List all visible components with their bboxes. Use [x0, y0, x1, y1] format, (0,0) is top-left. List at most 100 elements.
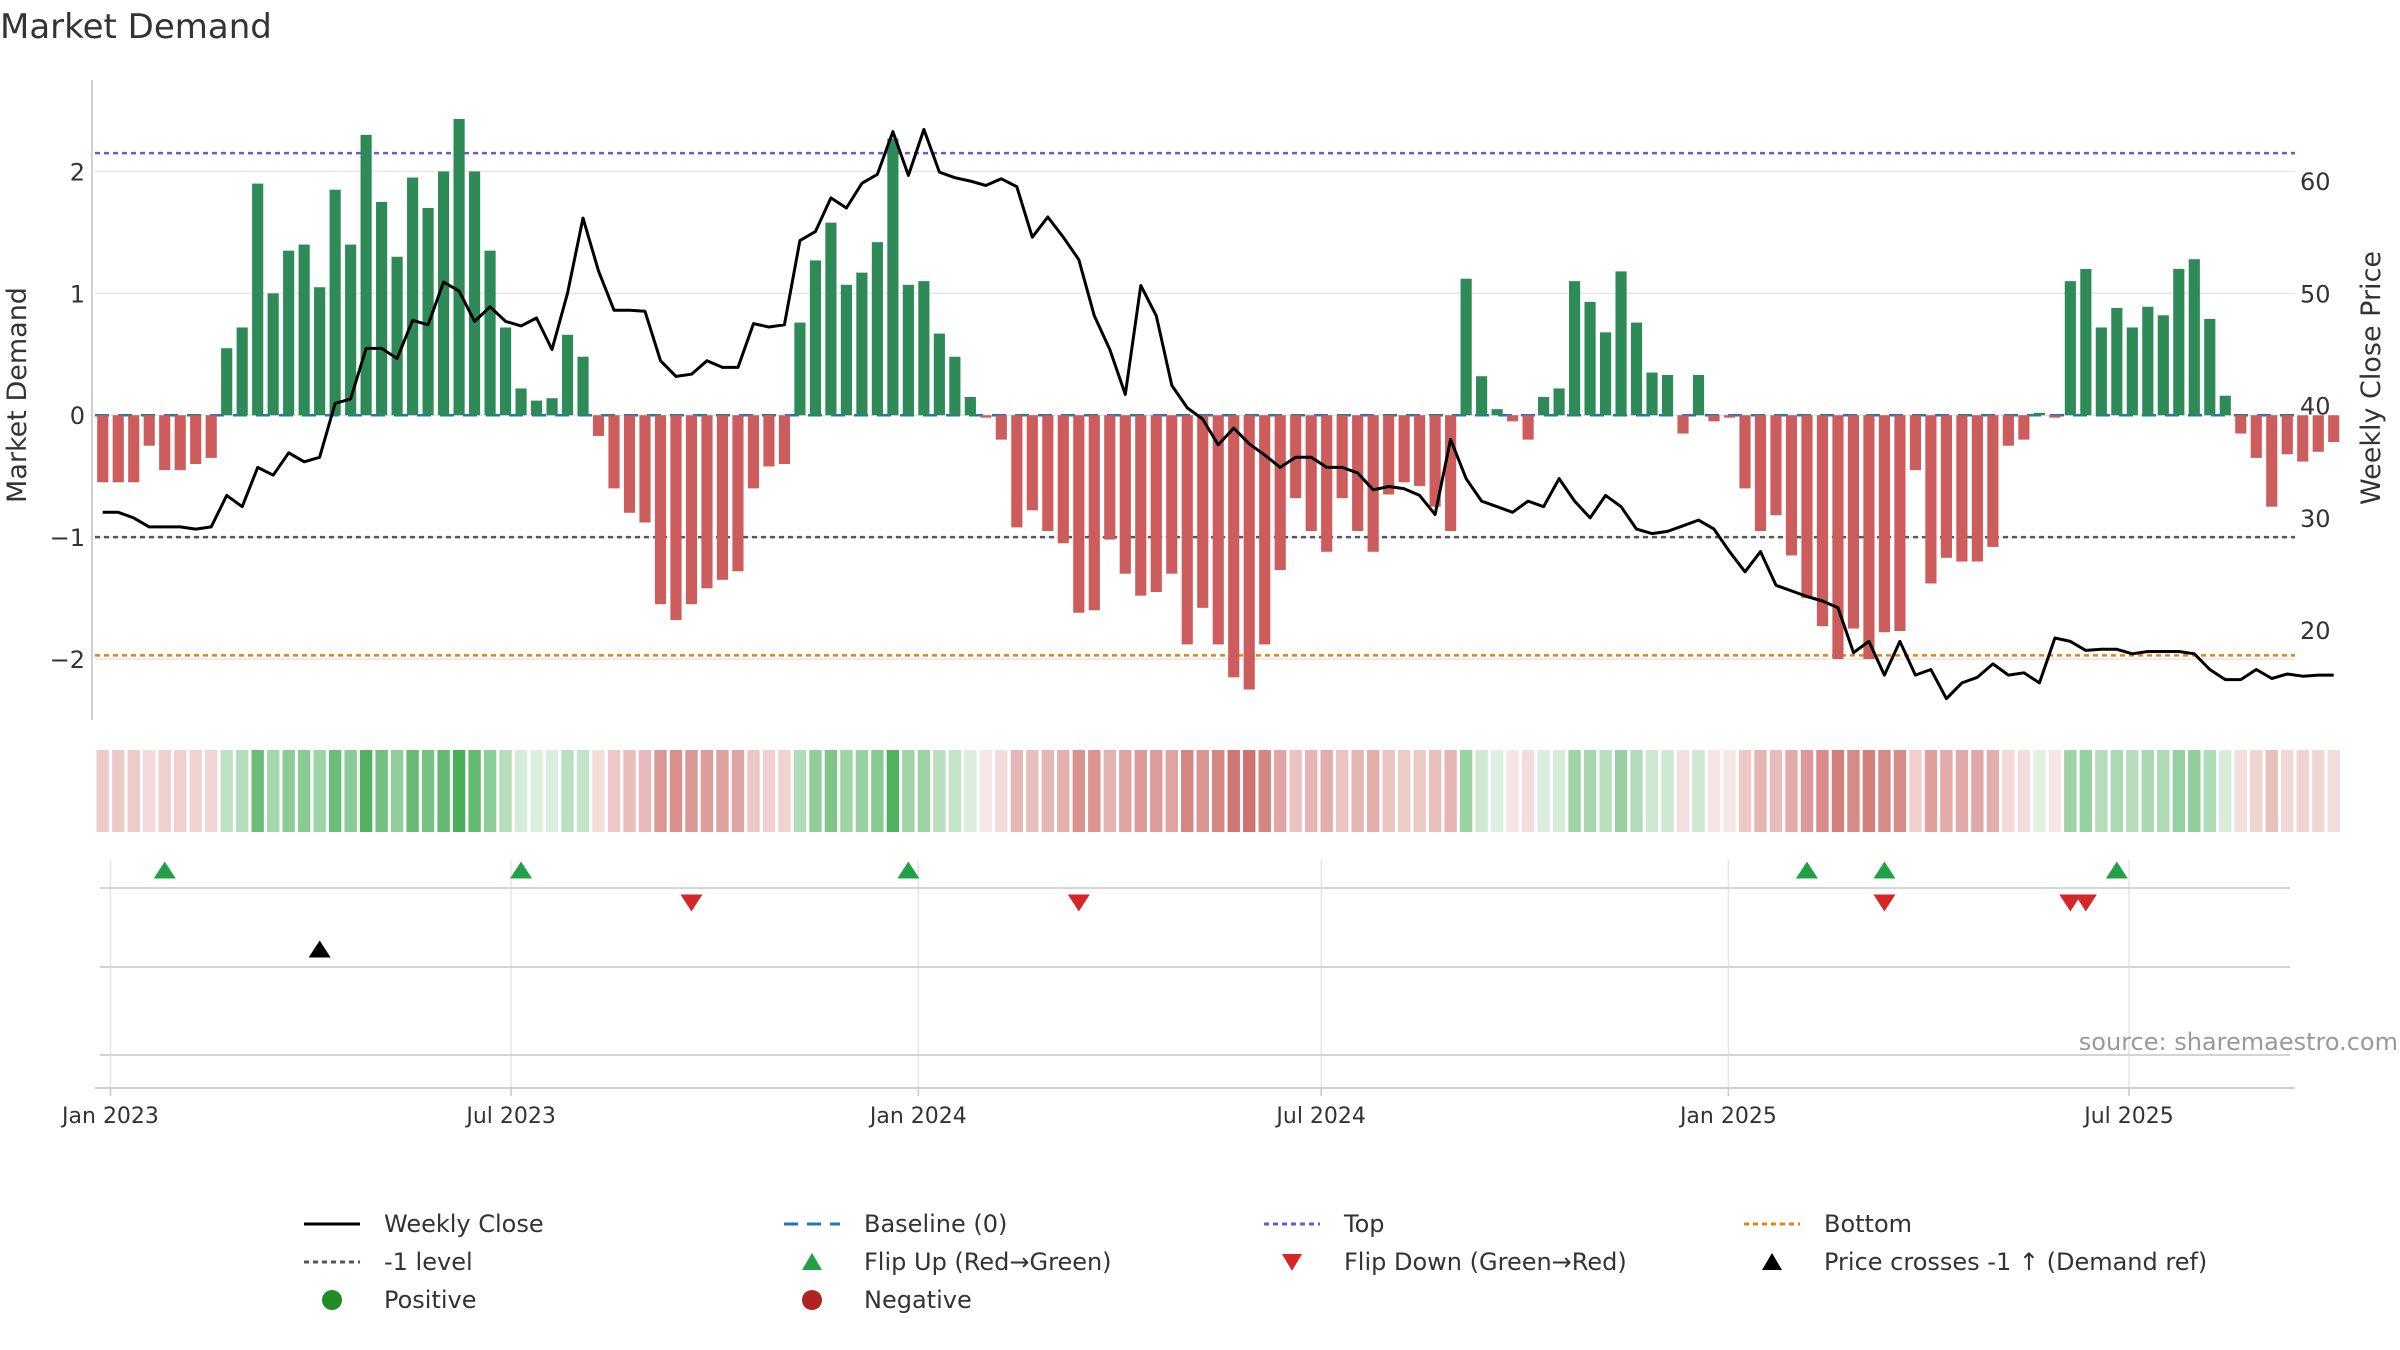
- demand-bar: [1538, 396, 1550, 416]
- demand-bar: [980, 415, 992, 418]
- demand-bar: [2064, 281, 2076, 416]
- heat-cell: [1351, 750, 1364, 832]
- legend-item-baseline: Baseline (0): [780, 1205, 1007, 1243]
- demand-bar: [1135, 415, 1147, 596]
- heat-cell: [1459, 750, 1473, 832]
- heat-cell: [902, 750, 915, 832]
- heat-cell: [452, 750, 466, 832]
- demand-bar: [685, 415, 698, 605]
- legend-item-top: Top: [1260, 1205, 1385, 1243]
- legend-label: Top: [1344, 1210, 1385, 1238]
- demand-bar: [592, 415, 605, 436]
- demand-bar: [1599, 332, 1612, 416]
- heat-cell: [2064, 750, 2077, 832]
- price-cross-marker: [308, 940, 331, 958]
- demand-bar: [1088, 415, 1100, 611]
- demand-bar: [1832, 415, 1844, 660]
- x-tick-label: Jul 2023: [464, 1104, 556, 1129]
- flip-up-marker: [153, 861, 176, 879]
- heat-cell: [1940, 750, 1953, 832]
- heat-cell: [2234, 750, 2247, 832]
- left-axis-label: Market Demand: [2, 287, 33, 503]
- heat-cell: [933, 750, 946, 832]
- heat-cell: [979, 750, 993, 832]
- heat-cell: [2312, 750, 2325, 832]
- heat-cell: [1320, 750, 1333, 832]
- price-cross-legend-icon: [1762, 1253, 1782, 1270]
- demand-bar: [1987, 415, 1999, 547]
- demand-bar: [2033, 412, 2045, 416]
- demand-bar: [128, 415, 140, 483]
- heat-cell: [1971, 750, 1984, 832]
- heat-cell: [1521, 750, 1535, 832]
- demand-bar: [236, 327, 248, 416]
- demand-bar: [902, 284, 914, 416]
- heat-cell: [700, 750, 714, 832]
- heat-cell: [1816, 750, 1829, 832]
- demand-bar: [143, 415, 155, 446]
- demand-bar: [1956, 415, 1968, 562]
- demand-bar: [97, 415, 109, 483]
- heat-cell: [143, 750, 156, 832]
- demand-bar: [2297, 415, 2309, 462]
- demand-bar: [1414, 415, 1426, 486]
- flip-markers: [153, 861, 2128, 958]
- flip-up-marker: [897, 861, 920, 879]
- demand-bar: [794, 322, 806, 416]
- demand-bar: [1801, 415, 1813, 599]
- heat-cell: [1568, 750, 1581, 832]
- minus-one-legend-icon: [304, 1260, 360, 1264]
- demand-bar: [314, 287, 326, 416]
- heat-cell: [2250, 750, 2263, 832]
- demand-bar: [484, 250, 496, 416]
- heat-cell: [2327, 750, 2340, 832]
- demand-bar: [422, 208, 434, 416]
- demand-bar: [639, 415, 651, 523]
- x-tick-label: Jul 2024: [1274, 1104, 1366, 1129]
- demand-bar: [2250, 415, 2262, 458]
- heat-cell: [282, 750, 295, 832]
- demand-bar: [376, 201, 388, 416]
- demand-bar: [499, 327, 512, 416]
- x-tick-label: Jan 2023: [60, 1104, 159, 1129]
- heat-cell: [2296, 750, 2309, 832]
- demand-bar: [2095, 327, 2107, 416]
- demand-bar: [608, 415, 620, 489]
- heat-cell: [1366, 750, 1380, 832]
- demand-bar: [1677, 415, 1689, 434]
- heat-cell: [1909, 750, 1922, 832]
- flip-down-marker: [2059, 894, 2082, 912]
- heat-cell: [1413, 750, 1426, 832]
- demand-bar: [2235, 415, 2247, 434]
- heat-cell: [592, 750, 605, 832]
- heat-cell: [251, 750, 264, 832]
- heat-cell: [793, 750, 807, 832]
- heat-cell: [840, 750, 853, 832]
- heat-cell: [1723, 750, 1736, 832]
- demand-bar: [561, 334, 574, 416]
- heat-cell: [1181, 750, 1194, 832]
- reference-lines: [95, 151, 2295, 657]
- heat-cell: [158, 750, 171, 832]
- left-tick-label: −1: [50, 524, 85, 552]
- heat-cell: [1165, 750, 1178, 832]
- heat-cell: [948, 750, 962, 832]
- heat-cell: [390, 750, 404, 832]
- demand-bar: [1104, 415, 1116, 540]
- heat-cell: [1305, 750, 1318, 832]
- heat-cell: [778, 750, 791, 832]
- demand-bar: [1770, 415, 1782, 516]
- flip-down-marker: [1873, 894, 1896, 912]
- heat-cell: [1335, 750, 1349, 832]
- demand-bar: [577, 356, 589, 416]
- heat-cell: [607, 750, 621, 832]
- demand-bar: [701, 415, 713, 589]
- heat-cell: [1150, 750, 1163, 832]
- demand-bar: [949, 356, 961, 416]
- heat-cell: [1010, 750, 1024, 832]
- demand-bar: [1119, 415, 1131, 574]
- heat-cell: [2219, 750, 2232, 832]
- heat-cell: [1862, 750, 1876, 832]
- heat-cell: [2017, 750, 2031, 832]
- baseline-legend-icon: [784, 1222, 840, 1226]
